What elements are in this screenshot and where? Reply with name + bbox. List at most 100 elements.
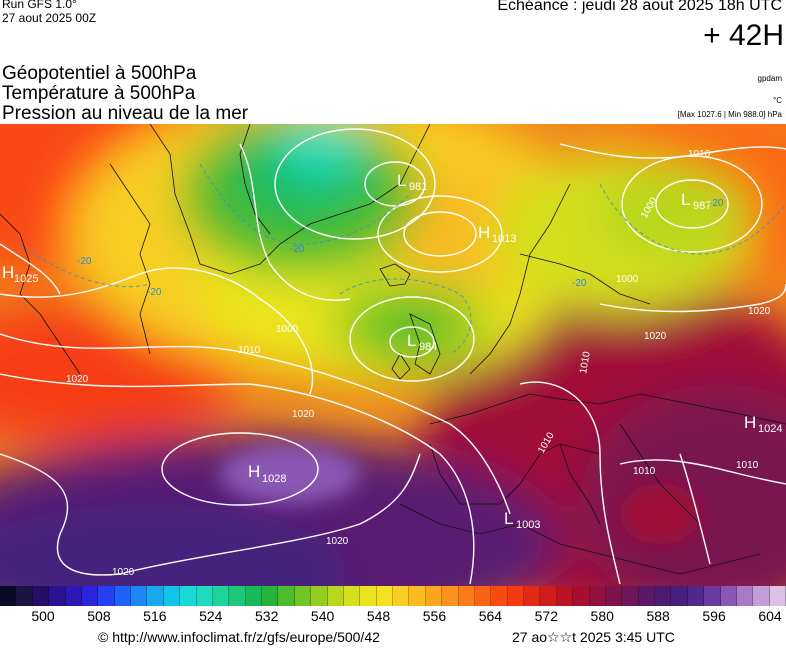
colorbar-cell xyxy=(114,586,131,606)
run-date: 27 aout 2025 00Z xyxy=(2,11,97,25)
isobar-label: 1000 xyxy=(276,324,299,335)
colorbar-cell xyxy=(163,586,181,606)
colorbar-cell xyxy=(229,586,246,606)
colorbar-cell xyxy=(507,586,524,606)
isobar-label: 1020 xyxy=(644,331,667,342)
colorbar-cell xyxy=(212,586,230,606)
pressure-value: 981 xyxy=(409,181,427,193)
colorbar-cell xyxy=(540,586,557,606)
colorbar-cell xyxy=(409,586,426,606)
forecast-validity: Echéance : jeudi 28 aout 2025 18h UTC xyxy=(497,0,782,14)
colorbar-cell xyxy=(458,586,475,606)
colorbar-cell xyxy=(16,586,33,606)
unit-temperature: °C xyxy=(773,96,782,105)
colorbar-cell xyxy=(278,586,295,606)
isobar-label: 1020 xyxy=(326,536,349,547)
colorbar-cell xyxy=(491,586,508,606)
colorbar-tick-label: 596 xyxy=(702,608,726,624)
low-pressure-symbol: L xyxy=(397,171,406,190)
colorbar-cell xyxy=(81,586,99,606)
colorbar-tick-label: 508 xyxy=(87,608,111,624)
colorbar-cell xyxy=(180,586,197,606)
geopotential-field xyxy=(0,124,786,586)
isotherm-label: -20 xyxy=(290,244,305,255)
colorbar-cell xyxy=(425,586,443,606)
pressure-value: 1025 xyxy=(14,273,38,285)
pressure-value: 1003 xyxy=(516,519,540,531)
colorbar-tick-label: 580 xyxy=(590,608,614,624)
high-pressure-symbol: H xyxy=(744,413,756,432)
isobar-label: 1000 xyxy=(616,274,639,285)
pressure-value: 1028 xyxy=(262,473,286,485)
high-pressure-symbol: H xyxy=(478,223,490,242)
colorbar-cell xyxy=(196,586,213,606)
colorbar-tick-label: 604 xyxy=(758,608,782,624)
colorbar-cell xyxy=(343,586,361,606)
isotherm-label: -20 xyxy=(709,198,724,209)
pressure-value: 987 xyxy=(693,200,711,212)
colorbar-tick-label: 540 xyxy=(310,608,335,624)
isobar-label: 1010 xyxy=(633,466,656,477)
isobars xyxy=(0,128,786,585)
isobar-label: 1010 xyxy=(736,460,759,471)
low-pressure-symbol: L xyxy=(681,190,690,209)
colorbar-cell xyxy=(655,586,672,606)
isotherm-label: -20 xyxy=(77,256,92,267)
colorbar-cell xyxy=(736,586,754,606)
colorbar-cell xyxy=(262,586,279,606)
colorbar-cell xyxy=(376,586,393,606)
colorbar-cell xyxy=(32,586,50,606)
colorbar-cell xyxy=(131,586,148,606)
map-title-pressure: Pression au niveau de la mer xyxy=(2,103,249,124)
pressure-value: 1013 xyxy=(492,233,516,245)
generation-date: 27 ao☆☆t 2025 3:45 UTC xyxy=(512,629,675,645)
weather-map: H 1025 L 981 H 1013 L 987 L 984 H 1024 H… xyxy=(0,124,786,586)
colorbar-cell xyxy=(524,586,541,606)
colorbar-cell xyxy=(589,586,606,606)
colorbar-cell xyxy=(671,586,688,606)
colorbar-cell xyxy=(638,586,655,606)
isobar-label: 1010 xyxy=(578,350,593,374)
pressure-value: 984 xyxy=(419,341,437,353)
map-title-geopotential: Géopotentiel à 500hPa xyxy=(2,63,197,84)
colorbar-cell xyxy=(442,586,459,606)
isobar-label: 1010 xyxy=(238,345,261,356)
colorbar-cell xyxy=(474,586,492,606)
colorbar-cell xyxy=(294,586,312,606)
isobar-label: 1020 xyxy=(292,409,315,420)
colorbar-cell xyxy=(769,586,786,606)
colorbar-cell xyxy=(556,586,574,606)
colorbar-tick-label: 556 xyxy=(422,608,447,624)
low-pressure-symbol: L xyxy=(504,509,513,528)
lead-time: + 42H xyxy=(703,19,784,52)
colorbar-tick-label: 532 xyxy=(255,608,279,624)
isotherm-label: -20 xyxy=(147,287,162,298)
temperature-values: -20 -20 -20 -20 -20 xyxy=(77,198,724,298)
colorbar-cell xyxy=(311,586,328,606)
colorbar-cell xyxy=(245,586,262,606)
colorbar-tick-label: 572 xyxy=(534,608,558,624)
colorbar-cell xyxy=(360,586,377,606)
colorbar-tick-label: 500 xyxy=(31,608,55,624)
colorbar xyxy=(0,586,786,606)
map-title-temperature: Température à 500hPa xyxy=(2,83,196,104)
colorbar-cell xyxy=(622,586,639,606)
colorbar-tick-label: 588 xyxy=(646,608,670,624)
colorbar-cell xyxy=(605,586,623,606)
isobar-label: 1010 xyxy=(688,149,711,160)
colorbar-cell xyxy=(687,586,705,606)
colorbar-tick-label: 516 xyxy=(143,608,167,624)
colorbar-cell xyxy=(65,586,82,606)
isobar-label: 1020 xyxy=(112,567,135,578)
pressure-centers: H 1025 L 981 H 1013 L 987 L 984 H 1024 H… xyxy=(2,171,782,531)
isobar-label: 1020 xyxy=(748,306,771,317)
pressure-value: 1024 xyxy=(758,423,782,435)
colorbar-labels: 500 508 516 524 532 540 548 556 564 572 580 588 596 6… xyxy=(0,608,786,626)
colorbar-tick-label: 548 xyxy=(366,608,391,624)
colorbar-cell xyxy=(704,586,721,606)
high-pressure-symbol: H xyxy=(248,462,260,481)
source-url: © http://www.infoclimat.fr/z/gfs/europe/… xyxy=(98,629,380,645)
isotherm-label: -20 xyxy=(572,278,587,289)
colorbar-tick-label: 564 xyxy=(478,608,503,624)
colorbar-cell xyxy=(753,586,770,606)
